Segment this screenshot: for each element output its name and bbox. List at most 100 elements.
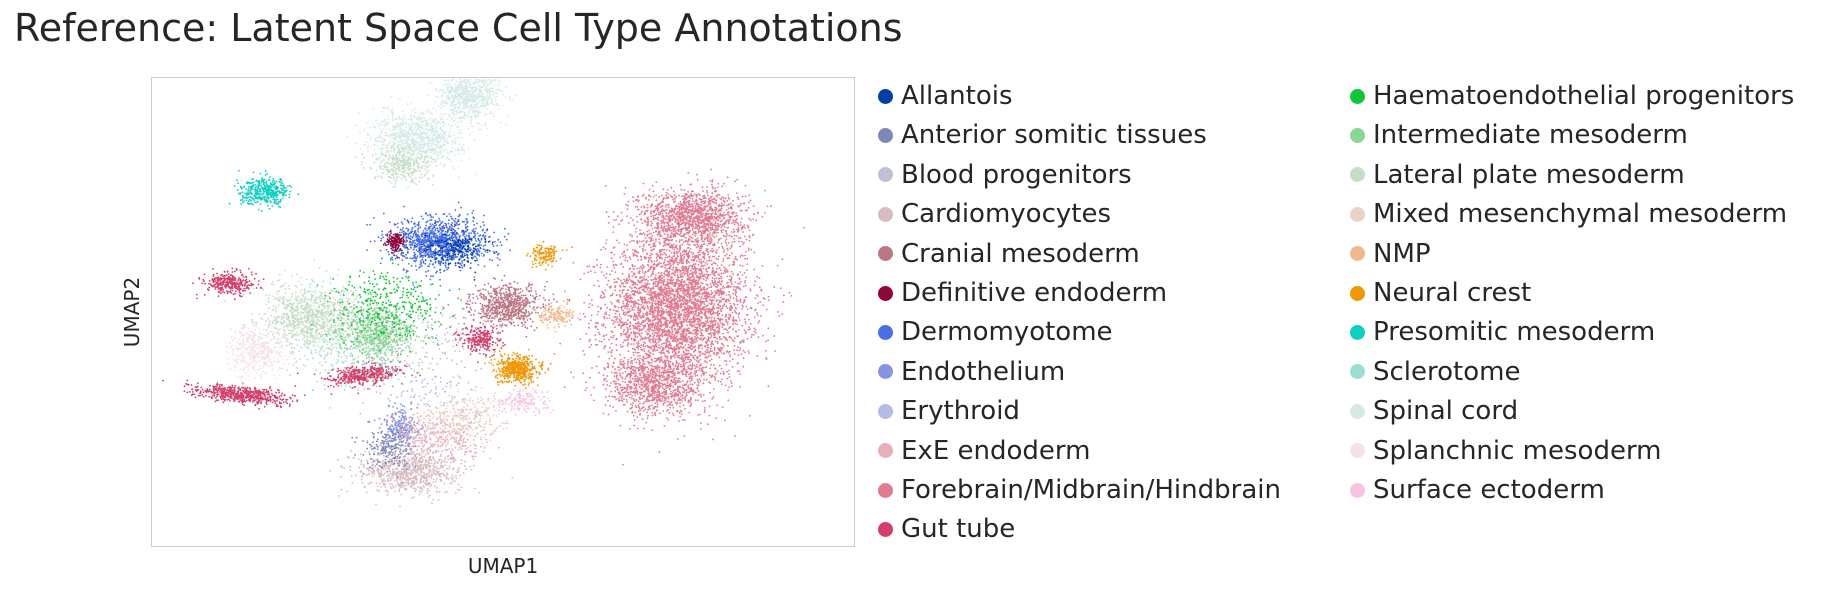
scatter-point: [701, 326, 704, 328]
scatter-point: [683, 253, 685, 255]
scatter-point: [582, 350, 585, 352]
scatter-point: [658, 251, 661, 254]
scatter-point: [694, 399, 697, 401]
scatter-point: [705, 273, 708, 276]
scatter-point: [668, 255, 670, 258]
scatter-point: [765, 349, 767, 352]
scatter-point: [741, 324, 744, 327]
scatter-point: [658, 347, 661, 350]
scatter-point: [732, 316, 735, 319]
scatter-point: [675, 336, 677, 339]
scatter-point: [690, 302, 693, 305]
scatter-point: [612, 336, 614, 339]
scatter-point: [644, 282, 647, 285]
scatter-point: [655, 315, 657, 318]
scatter-point: [642, 205, 645, 208]
scatter-point: [705, 249, 707, 252]
scatter-point: [603, 379, 605, 382]
scatter-point: [692, 345, 694, 348]
scatter-point: [662, 245, 665, 247]
scatter-point: [639, 354, 641, 357]
scatter-point: [721, 383, 723, 386]
scatter-point: [672, 278, 675, 281]
scatter-point: [692, 291, 695, 294]
scatter-point: [714, 291, 717, 294]
scatter-point: [643, 286, 646, 289]
scatter-point: [626, 319, 629, 322]
scatter-point: [704, 305, 707, 308]
scatter-point: [677, 330, 680, 332]
scatter-point: [644, 336, 647, 339]
scatter-point: [689, 332, 691, 335]
scatter-point: [680, 258, 683, 261]
scatter-point: [602, 291, 605, 294]
scatter-point: [708, 234, 711, 237]
scatter-point: [714, 373, 717, 376]
scatter-point: [749, 328, 751, 330]
scatter-point: [657, 346, 659, 349]
scatter-point: [679, 220, 682, 223]
scatter-point: [637, 259, 639, 261]
scatter-point: [722, 260, 725, 262]
scatter-point: [645, 198, 647, 200]
scatter-point: [733, 263, 735, 266]
scatter-point: [669, 331, 672, 334]
scatter-point: [659, 313, 661, 316]
scatter-point: [647, 286, 650, 289]
scatter-point: [642, 193, 645, 196]
scatter-point: [736, 196, 739, 199]
scatter-point: [590, 319, 592, 322]
scatter-point: [654, 324, 656, 327]
scatter-point: [647, 345, 649, 348]
scatter-point: [743, 299, 746, 302]
scatter-point: [754, 280, 757, 283]
scatter-point: [683, 288, 686, 291]
scatter-point: [624, 314, 626, 316]
scatter-point: [645, 330, 647, 333]
scatter-point: [628, 273, 630, 276]
scatter-point: [708, 286, 710, 289]
scatter-point: [714, 329, 717, 331]
scatter-point: [737, 354, 740, 356]
scatter-point: [717, 303, 720, 305]
scatter-point: [671, 303, 674, 306]
scatter-point: [691, 365, 694, 368]
scatter-point: [661, 253, 664, 256]
scatter-point: [720, 380, 722, 383]
scatter-point: [647, 270, 649, 273]
scatter-point: [627, 334, 630, 337]
scatter-point: [706, 260, 708, 262]
scatter-point: [600, 248, 603, 251]
scatter-point: [669, 281, 672, 284]
scatter-point: [714, 333, 716, 336]
scatter-point: [697, 414, 699, 416]
scatter-point: [714, 280, 716, 282]
scatter-point: [614, 271, 617, 273]
scatter-point: [666, 263, 668, 266]
scatter-point: [644, 249, 647, 252]
scatter-point: [657, 272, 660, 274]
scatter-point: [691, 221, 694, 223]
scatter-point: [653, 290, 656, 293]
scatter-point: [637, 324, 639, 327]
scatter-point: [646, 252, 648, 255]
scatter-point: [662, 188, 665, 191]
scatter-point: [709, 367, 712, 370]
scatter-point: [606, 266, 609, 268]
scatter-point: [688, 337, 691, 340]
scatter-point: [708, 302, 711, 305]
scatter-point: [667, 287, 669, 290]
scatter-point: [701, 271, 703, 273]
scatter-point: [670, 244, 673, 246]
scatter-point: [647, 333, 650, 335]
scatter-point: [720, 367, 723, 370]
scatter-point: [703, 322, 706, 325]
scatter-point: [642, 182, 645, 185]
scatter-point: [703, 303, 706, 305]
scatter-point: [676, 248, 679, 250]
scatter-point: [723, 269, 726, 272]
scatter-point: [693, 323, 696, 326]
scatter-point: [690, 310, 692, 312]
scatter-point: [688, 289, 690, 292]
scatter-point: [645, 284, 648, 286]
